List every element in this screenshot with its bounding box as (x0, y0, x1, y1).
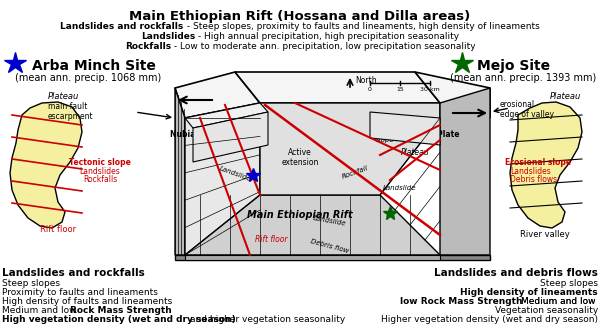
Text: (mean ann. precip. 1068 mm): (mean ann. precip. 1068 mm) (15, 73, 161, 83)
Text: Landslide: Landslide (313, 215, 347, 227)
Text: Rift floor: Rift floor (255, 235, 287, 244)
Text: Steep slopes: Steep slopes (540, 279, 598, 288)
Text: High density of faults and lineaments: High density of faults and lineaments (2, 297, 172, 306)
Text: Medium and low: Medium and low (521, 297, 598, 306)
Text: Mejo Site: Mejo Site (477, 59, 550, 73)
Polygon shape (185, 195, 440, 255)
Text: 15: 15 (396, 87, 404, 92)
Text: Tectonic slope: Tectonic slope (69, 158, 131, 167)
Text: High vegetation density (wet and dry season): High vegetation density (wet and dry sea… (2, 315, 236, 324)
Text: High density of lineaments: High density of lineaments (460, 288, 598, 297)
Polygon shape (10, 102, 82, 228)
Text: Rockfall: Rockfall (222, 118, 237, 146)
Text: Plateau: Plateau (48, 92, 79, 101)
Text: River valley: River valley (520, 230, 570, 239)
Polygon shape (440, 88, 490, 255)
Text: Landslides and debris flows: Landslides and debris flows (434, 268, 598, 278)
Text: North: North (355, 76, 377, 85)
Text: Steep slopes: Steep slopes (2, 279, 60, 288)
Text: Erosional slope: Erosional slope (505, 158, 571, 167)
Text: Rockfall: Rockfall (341, 165, 369, 180)
Polygon shape (260, 103, 440, 195)
Text: Plateau: Plateau (550, 92, 581, 101)
Text: 0: 0 (368, 87, 372, 92)
Text: Proximity to faults and lineaments: Proximity to faults and lineaments (2, 288, 158, 297)
Polygon shape (175, 88, 185, 255)
Text: - Low to moderate ann. precipitation, low precipitation seasonality: - Low to moderate ann. precipitation, lo… (171, 42, 475, 51)
Text: Vegetation seasonality: Vegetation seasonality (495, 306, 598, 315)
Text: Landslides: Landslides (141, 32, 195, 41)
Text: 30 km: 30 km (420, 87, 440, 92)
Text: Rockfalls: Rockfalls (83, 175, 117, 184)
Text: Medium and low: Medium and low (2, 306, 79, 315)
Text: Rock Mass Strength: Rock Mass Strength (70, 306, 172, 315)
Text: Rockfalls: Rockfalls (125, 42, 171, 51)
Text: Higher vegetation density (wet and dry season): Higher vegetation density (wet and dry s… (381, 315, 598, 324)
Text: Landslides and rockfalls: Landslides and rockfalls (2, 268, 145, 278)
Text: - Steep slopes, proximity to faults and lineaments, high density of lineaments: - Steep slopes, proximity to faults and … (184, 22, 539, 31)
Polygon shape (415, 72, 490, 118)
Text: Landslides and rockfalls: Landslides and rockfalls (61, 22, 184, 31)
Text: main fault
escarpment: main fault escarpment (48, 102, 94, 121)
Polygon shape (185, 103, 260, 255)
Polygon shape (185, 103, 268, 128)
Polygon shape (175, 72, 260, 118)
Text: Tectonic
slope: Tectonic slope (371, 130, 400, 143)
Text: Arba Minch Site: Arba Minch Site (32, 59, 156, 73)
Text: and higher vegetation seasonality: and higher vegetation seasonality (190, 315, 345, 324)
Text: Landslide: Landslide (218, 165, 252, 182)
Text: Plateau: Plateau (206, 145, 235, 154)
Text: Landslides: Landslides (80, 167, 121, 176)
Text: Medium and low: Medium and low (521, 297, 598, 306)
Text: Plateau: Plateau (401, 148, 430, 157)
Text: Main Ethiopian Rift (Hossana and Dilla areas): Main Ethiopian Rift (Hossana and Dilla a… (130, 10, 470, 23)
Text: low Rock Mass Strength: low Rock Mass Strength (401, 297, 523, 306)
Text: Active
extension: Active extension (281, 148, 319, 167)
Polygon shape (193, 112, 268, 162)
Text: Tectonic
slope: Tectonic slope (196, 130, 224, 143)
Text: erosional
edge of valley: erosional edge of valley (500, 100, 554, 119)
Polygon shape (175, 255, 490, 260)
Polygon shape (235, 72, 440, 103)
Text: Landslides: Landslides (510, 167, 551, 176)
Text: (mean ann. precip. 1393 mm): (mean ann. precip. 1393 mm) (450, 73, 596, 83)
Polygon shape (185, 255, 440, 260)
Text: Landslide: Landslide (383, 185, 417, 191)
Text: Nubia Plate: Nubia Plate (170, 130, 220, 139)
Text: Debris flows: Debris flows (510, 175, 557, 184)
Text: - High annual precipitation, high precipitation seasonality: - High annual precipitation, high precip… (195, 32, 459, 41)
Polygon shape (370, 112, 440, 145)
Text: Rift floor: Rift floor (40, 225, 76, 234)
Text: Debris flow: Debris flow (310, 238, 350, 254)
Polygon shape (510, 102, 582, 228)
Text: Somalia Plate: Somalia Plate (400, 130, 460, 139)
Text: Main Ethiopian Rift: Main Ethiopian Rift (247, 210, 353, 220)
